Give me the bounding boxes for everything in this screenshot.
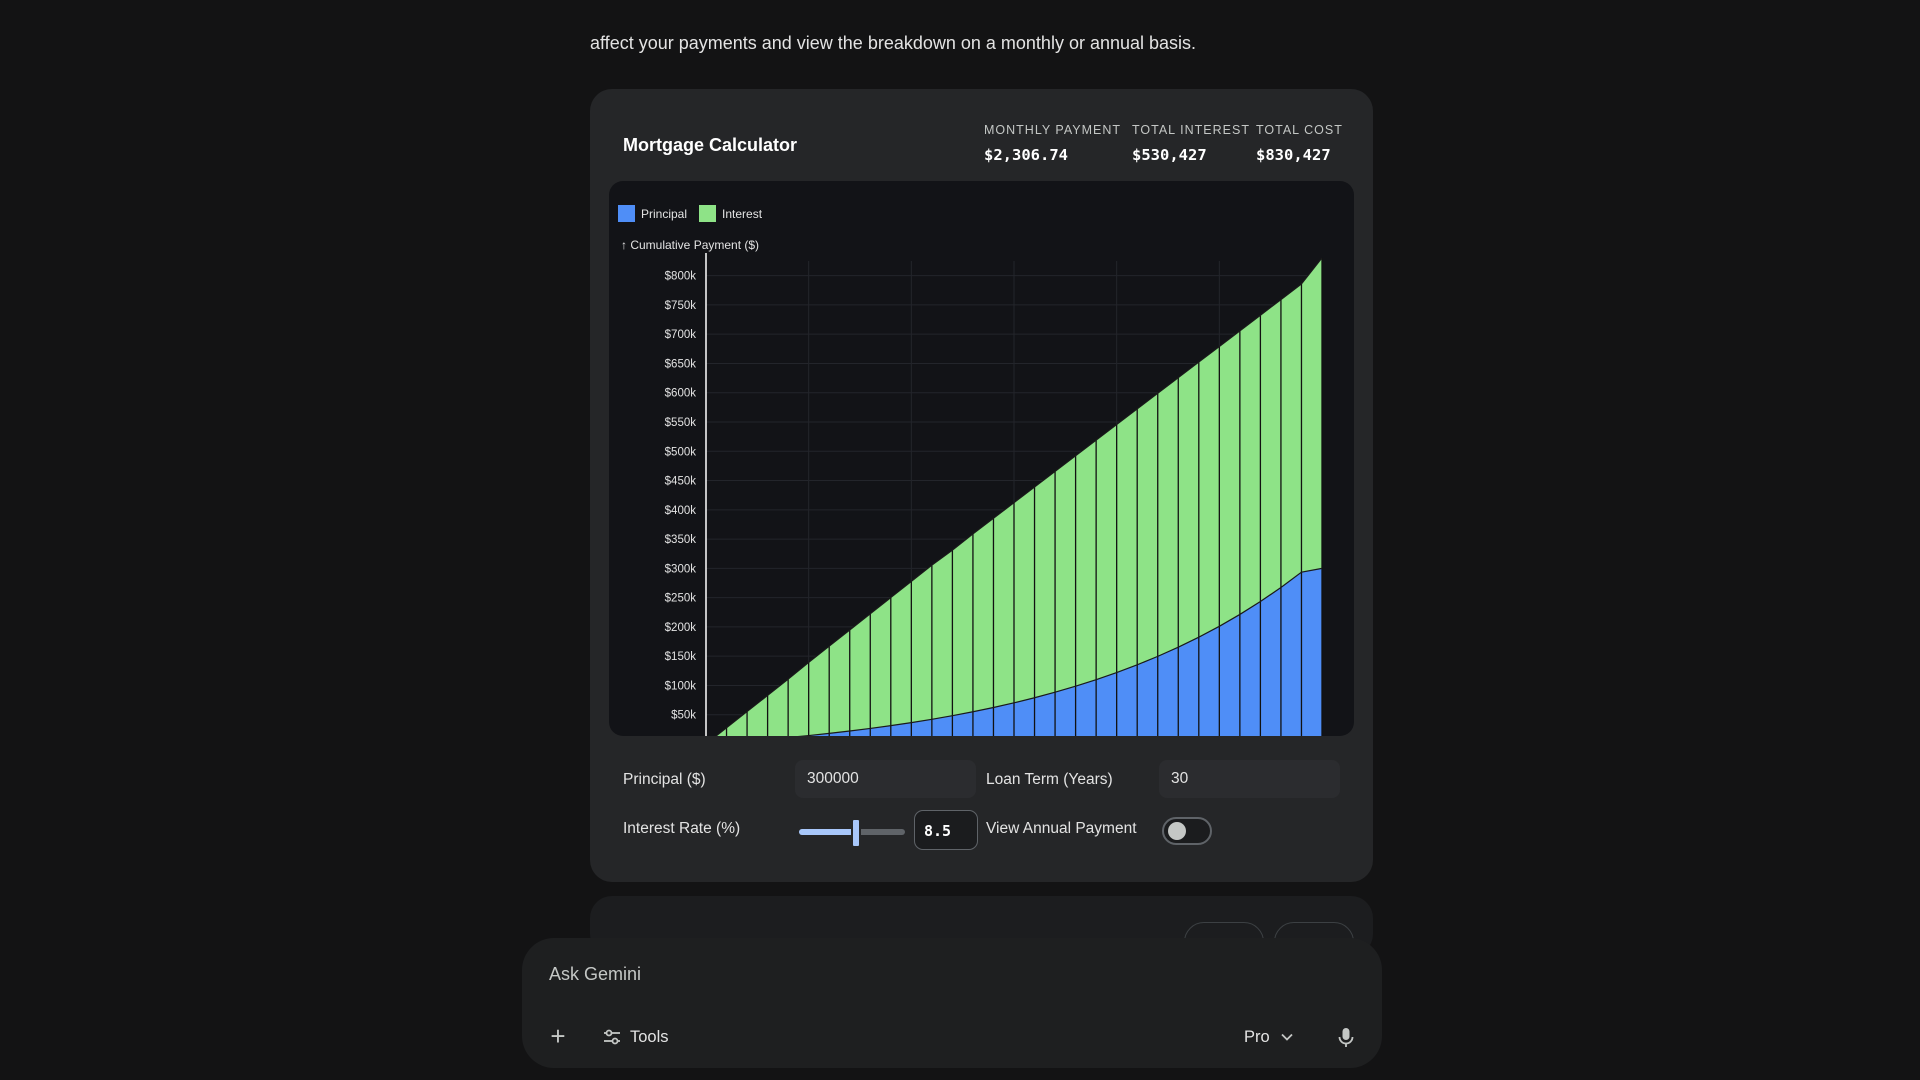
prompt-input-bar: Ask Gemini + Tools Pro [522,938,1382,1068]
stat-label: TOTAL INTEREST [1132,123,1250,137]
plus-icon[interactable]: + [550,1021,566,1051]
principal-input[interactable] [795,760,976,798]
y-tick-label: $750k [665,300,697,312]
stat-label: TOTAL COST [1256,123,1343,137]
cumulative-payment-chart: $0k$50k$100k$150k$200k$250k$300k$350k$40… [665,253,1323,736]
model-selector[interactable]: Pro [1244,1023,1294,1051]
slider-thumb[interactable] [851,818,862,848]
legend-label: Interest [722,206,763,221]
monthly-payment-stat: MONTHLY PAYMENT $2,306.74 [984,123,1121,164]
calculator-title: Mortgage Calculator [623,135,798,155]
y-tick-label: $200k [665,622,697,634]
view-annual-payment-label: View Annual Payment [986,820,1137,837]
y-axis-label: ↑ Cumulative Payment ($) [621,238,760,252]
total-line [715,257,1323,736]
microphone-icon[interactable] [1332,1023,1360,1051]
stat-value: $830,427 [1256,146,1331,164]
y-tick-label: $450k [665,476,697,488]
chart-container: Principal Interest ↑ Cumulative Payment … [609,181,1354,736]
slider-fill [799,829,857,835]
intro-text: affect your payments and view the breakd… [590,33,1197,53]
legend-item-principal[interactable]: Principal [618,205,687,222]
y-tick-label: $400k [665,505,697,517]
y-tick-label: $800k [665,271,697,283]
y-tick-label: $650k [665,358,697,370]
stat-value: $530,427 [1132,146,1207,164]
legend-label: Principal [641,206,688,221]
legend-swatch-interest [699,205,717,222]
view-annual-payment-toggle[interactable] [1162,817,1212,845]
prompt-input[interactable]: Ask Gemini [549,964,642,984]
y-tick-label: $700k [665,329,697,341]
y-tick-label: $350k [665,534,697,546]
toggle-knob [1168,822,1186,840]
interest-rate-slider[interactable] [799,818,905,848]
tools-button[interactable]: Tools [602,1023,669,1051]
loan-term-label: Loan Term (Years) [986,771,1113,788]
principal-label: Principal ($) [623,771,706,788]
y-tick-label: $100k [665,680,697,692]
y-tick-label: $50k [671,710,696,722]
chart-legend: Principal Interest [618,205,762,222]
y-tick-label: $500k [665,446,697,458]
y-tick-label: $150k [665,651,697,663]
stat-label: MONTHLY PAYMENT [984,123,1122,137]
principal-area [803,568,1322,736]
interest-rate-value-box[interactable]: 8.5 [914,810,978,850]
total-interest-stat: TOTAL INTEREST $530,427 [1132,123,1250,164]
total-cost-stat: TOTAL COST $830,427 [1256,123,1343,164]
legend-item-interest[interactable]: Interest [699,205,762,222]
y-tick-label: $300k [665,563,697,575]
model-label: Pro [1244,1027,1270,1046]
principal-line [797,567,1323,736]
y-tick-label: $600k [665,388,697,400]
tools-label: Tools [630,1027,669,1046]
chevron-down-icon [1281,1033,1293,1041]
interest-rate-label: Interest Rate (%) [623,820,741,837]
mortgage-calculator-card: Mortgage Calculator MONTHLY PAYMENT $2,3… [590,89,1373,882]
tools-sliders-icon [604,1029,620,1045]
y-tick-label: $550k [665,417,697,429]
y-tick-label: $250k [665,593,697,605]
loan-term-input[interactable] [1159,760,1340,798]
legend-swatch-principal [618,205,635,222]
stat-value: $2,306.74 [984,146,1068,164]
